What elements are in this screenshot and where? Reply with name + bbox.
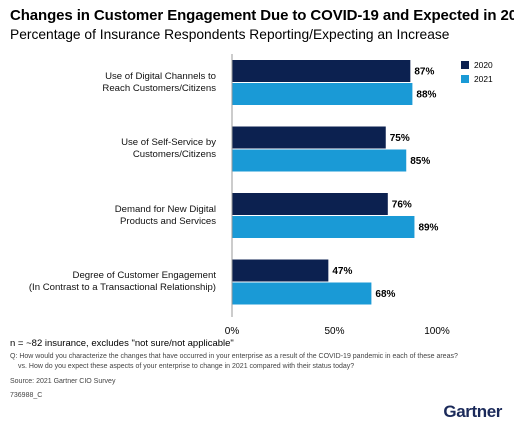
- data-label-2020-1: 87%: [414, 67, 434, 78]
- question-note: Q: How would you characterize the change…: [10, 352, 458, 371]
- legend-swatch-2020: [461, 61, 469, 69]
- category-label-line: Products and Services: [120, 215, 216, 227]
- data-label-2020-2: 75%: [390, 133, 410, 144]
- bar-2020-4: [232, 259, 329, 282]
- bar-2021-4: [232, 282, 372, 305]
- question-line-1: Q: How would you characterize the change…: [10, 353, 458, 360]
- bar-2021-1: [232, 83, 413, 105]
- category-label-line: Demand for New Digital: [114, 203, 216, 215]
- legend-label-2020: 2020: [474, 60, 493, 70]
- x-tick-label: 0%: [225, 326, 240, 337]
- x-tick-label: 100%: [424, 326, 450, 337]
- document-id: 736988_C: [10, 392, 43, 399]
- chart-title: Changes in Customer Engagement Due to CO…: [10, 7, 514, 24]
- data-label-2021-4: 68%: [375, 289, 395, 300]
- data-label-2020-4: 47%: [332, 266, 352, 277]
- category-label-4: Degree of Customer Engagement (In Contras…: [0, 270, 216, 294]
- category-label-3: Demand for New Digital Products and Servi…: [0, 204, 216, 228]
- category-label-line: Use of Self-Service by: [121, 137, 216, 148]
- chart-subtitle: Percentage of Insurance Respondents Repo…: [10, 27, 450, 42]
- bar-2020-2: [232, 126, 386, 149]
- category-label-line: Reach Customers/Citizens: [102, 82, 216, 94]
- data-label-2021-1: 88%: [416, 90, 436, 101]
- data-label-2020-3: 76%: [392, 200, 412, 211]
- source-note: Source: 2021 Gartner CIO Survey: [10, 378, 116, 385]
- category-label-line: Customers/Citizens: [132, 149, 216, 160]
- category-label-line: Use of Digital Channels to: [105, 70, 216, 82]
- x-tick-label: 50%: [324, 326, 344, 337]
- gartner-logo: Gartner: [443, 402, 502, 421]
- legend: 2020 2021: [461, 58, 493, 86]
- bar-2021-2: [232, 149, 407, 172]
- legend-item-2020: 2020: [461, 58, 493, 72]
- category-label-1: Use of Digital Channels to Reach Customer…: [0, 71, 216, 95]
- legend-swatch-2021: [461, 75, 469, 83]
- category-label-line: Degree of Customer Engagement: [72, 270, 216, 281]
- data-label-2021-3: 89%: [418, 223, 438, 234]
- legend-item-2021: 2021: [461, 72, 493, 86]
- bar-2021-3: [232, 216, 415, 238]
- bar-2020-1: [232, 60, 411, 82]
- category-label-line: (In Contrast to a Transactional Relation…: [28, 282, 216, 293]
- legend-label-2021: 2021: [474, 74, 493, 84]
- question-line-2: vs. How do you expect these aspects of y…: [18, 362, 355, 370]
- category-label-2: Use of Self-Service by Customers/Citizens: [0, 137, 216, 161]
- sample-size-note: n = ~82 insurance, excludes "not sure/no…: [10, 338, 234, 349]
- data-label-2021-2: 85%: [410, 156, 430, 167]
- bar-2020-3: [232, 193, 388, 215]
